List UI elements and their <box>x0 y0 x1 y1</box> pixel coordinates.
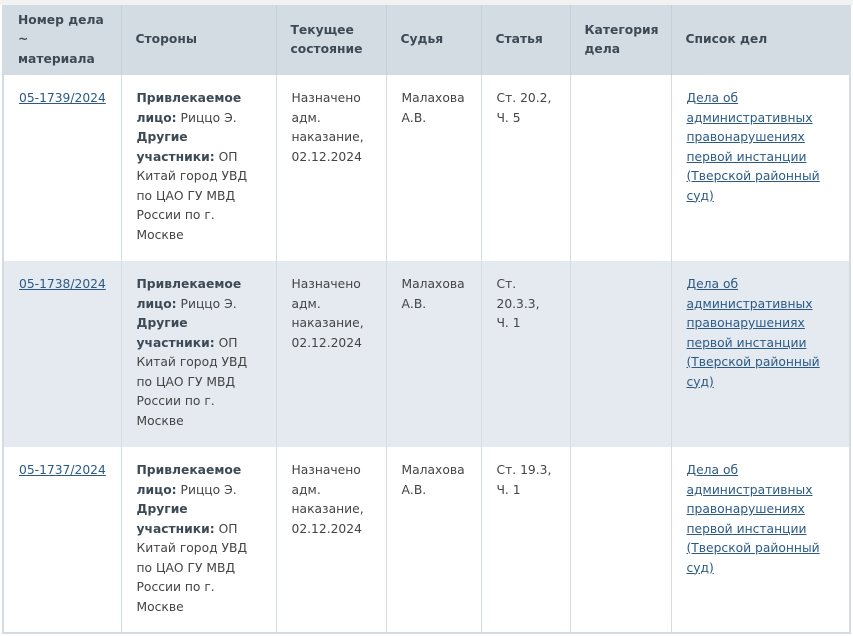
others-name: ОП Китай город УВД по ЦАО ГУ МВД России … <box>136 335 248 428</box>
case-list-link[interactable]: Дела об административных правонарушениях… <box>686 277 820 389</box>
case-list-cell: Дела об административных правонарушениях… <box>670 261 850 447</box>
header-parties: Стороны <box>120 5 276 75</box>
parties-cell: Привлекаемое лицо: Риццо Э. Другие участн… <box>120 261 276 447</box>
case-list-link[interactable]: Дела об административных правонарушениях… <box>686 91 820 203</box>
header-case-list: Список дел <box>670 5 850 75</box>
top-strip <box>0 0 853 5</box>
table-row: 05-1739/2024 Привлекаемое лицо: Риццо Э.… <box>3 75 850 261</box>
case-number-link[interactable]: 05-1737/2024 <box>19 463 106 477</box>
party-label: Привлекаемое лицо: <box>136 463 242 497</box>
judge-cell: Малахова А.В. <box>385 261 481 447</box>
cases-table: Номер дела ~ материала Стороны Текущее с… <box>2 5 851 634</box>
header-category: Категория дела <box>569 5 671 75</box>
status-cell: Назначено адм. наказание, 02.12.2024 <box>275 75 386 261</box>
party-name: Риццо Э. <box>180 482 237 497</box>
others-label: Другие участники: <box>136 316 215 350</box>
party-name: Риццо Э. <box>180 296 237 311</box>
party-name: Риццо Э. <box>180 110 237 125</box>
party-label: Привлекаемое лицо: <box>136 277 242 311</box>
header-status: Текущее состояние <box>275 5 386 75</box>
parties-cell: Привлекаемое лицо: Риццо Э. Другие участн… <box>120 447 276 633</box>
status-cell: Назначено адм. наказание, 02.12.2024 <box>275 447 386 633</box>
table-row: 05-1737/2024 Привлекаемое лицо: Риццо Э.… <box>3 447 850 633</box>
category-cell <box>569 447 671 633</box>
others-label: Другие участники: <box>136 502 215 536</box>
case-list-cell: Дела об административных правонарушениях… <box>670 447 850 633</box>
status-cell: Назначено адм. наказание, 02.12.2024 <box>275 261 386 447</box>
others-label: Другие участники: <box>136 130 215 164</box>
case-number-cell: 05-1738/2024 <box>3 261 121 447</box>
party-label: Привлекаемое лицо: <box>136 91 242 125</box>
article-cell: Ст. 20.3.3, Ч. 1 <box>480 261 570 447</box>
case-number-cell: 05-1737/2024 <box>3 447 121 633</box>
case-number-link[interactable]: 05-1739/2024 <box>19 91 106 105</box>
others-name: ОП Китай город УВД по ЦАО ГУ МВД России … <box>136 149 248 242</box>
judge-cell: Малахова А.В. <box>385 75 481 261</box>
article-cell: Ст. 19.3, Ч. 1 <box>480 447 570 633</box>
parties-cell: Привлекаемое лицо: Риццо Э. Другие участн… <box>120 75 276 261</box>
case-list-link[interactable]: Дела об административных правонарушениях… <box>686 463 820 575</box>
case-number-cell: 05-1739/2024 <box>3 75 121 261</box>
category-cell <box>569 261 671 447</box>
article-cell: Ст. 20.2, Ч. 5 <box>480 75 570 261</box>
table-header: Номер дела ~ материала Стороны Текущее с… <box>3 5 850 75</box>
table-row: 05-1738/2024 Привлекаемое лицо: Риццо Э.… <box>3 261 850 447</box>
header-article: Статья <box>480 5 570 75</box>
header-judge: Судья <box>385 5 481 75</box>
case-number-link[interactable]: 05-1738/2024 <box>19 277 106 291</box>
header-case-number[interactable]: Номер дела ~ материала <box>3 5 121 75</box>
category-cell <box>569 75 671 261</box>
judge-cell: Малахова А.В. <box>385 447 481 633</box>
case-list-cell: Дела об административных правонарушениях… <box>670 75 850 261</box>
others-name: ОП Китай город УВД по ЦАО ГУ МВД России … <box>136 521 248 614</box>
